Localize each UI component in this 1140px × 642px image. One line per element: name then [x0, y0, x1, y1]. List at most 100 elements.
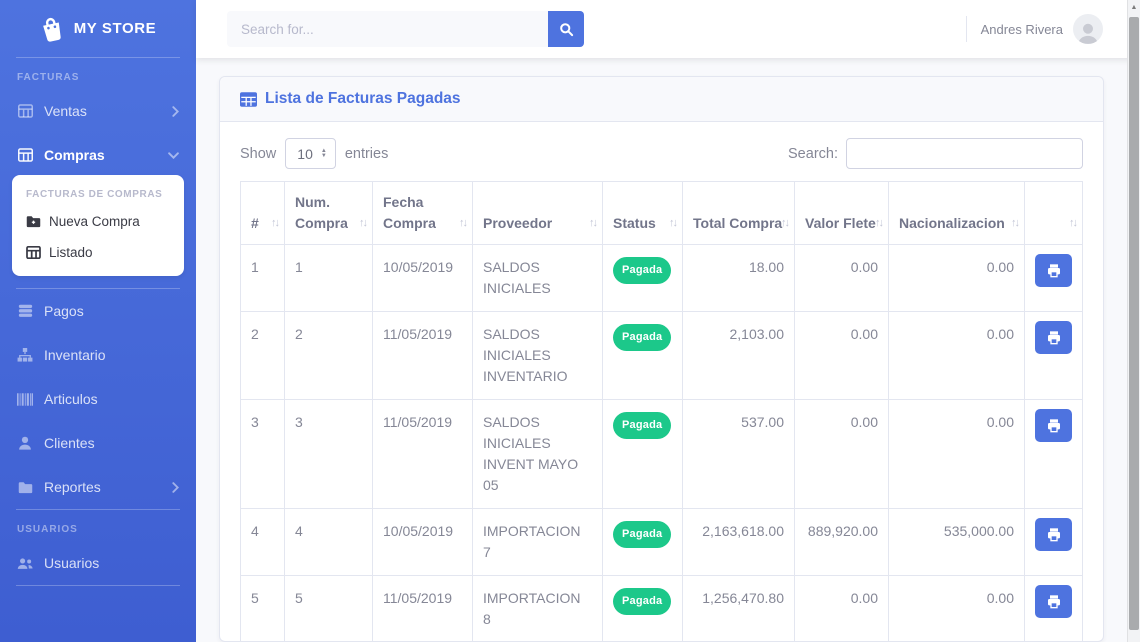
- column-header[interactable]: Valor Flete ↑↓: [794, 181, 889, 245]
- sidebar-item-compras[interactable]: Compras: [0, 133, 196, 177]
- sort-icon[interactable]: ↑↓: [589, 217, 598, 229]
- cell-num-compra: 4: [284, 508, 373, 576]
- cell-fecha-compra: 11/05/2019: [372, 311, 473, 400]
- sort-icon[interactable]: ↑↓: [1069, 217, 1078, 229]
- cell-total-compra: 537.00: [682, 399, 795, 509]
- column-header[interactable]: # ↑↓: [240, 181, 285, 245]
- cell-total-compra: 18.00: [682, 244, 795, 312]
- cell-proveedor: SALDOS INICIALES: [472, 244, 603, 312]
- cell-valor-flete: 0.00: [794, 244, 889, 312]
- chevron-down-icon: [168, 151, 179, 159]
- main-area: Andres Rivera Lista de Facturas Pagadas: [196, 0, 1140, 642]
- status-badge: Pagada: [613, 521, 672, 548]
- column-header[interactable]: ↑↓: [1024, 181, 1083, 245]
- cell-actions: [1024, 575, 1083, 642]
- user-menu[interactable]: Andres Rivera: [981, 14, 1103, 44]
- print-button[interactable]: [1035, 254, 1072, 287]
- sort-icon[interactable]: ↑↓: [459, 217, 468, 229]
- search-icon: [559, 22, 574, 37]
- table-icon: [17, 103, 33, 119]
- scrollbar-thumb[interactable]: [1129, 17, 1139, 630]
- sort-icon[interactable]: ↑↓: [669, 217, 678, 229]
- page-length-select[interactable]: 10 ▲ ▼: [285, 138, 336, 169]
- sort-icon[interactable]: ↑↓: [359, 217, 368, 229]
- column-header[interactable]: Nacionalizacion ↑↓: [888, 181, 1025, 245]
- table-row: 3 3 11/05/2019 SALDOS INICIALES INVENT M…: [240, 399, 1083, 509]
- brand-link[interactable]: MY STORE: [0, 0, 196, 57]
- column-header-label: Proveedor: [483, 215, 553, 231]
- cell-nacionalizacion: 0.00: [888, 244, 1025, 312]
- facturas-table: # ↑↓ Num. Compra ↑↓ Fecha Compra ↑↓ Prov…: [240, 181, 1083, 642]
- vertical-scrollbar[interactable]: ▲: [1127, 0, 1140, 642]
- status-badge: Pagada: [613, 412, 672, 439]
- sidebar-divider: [16, 288, 180, 289]
- sort-icon[interactable]: ↑↓: [271, 217, 280, 229]
- printer-icon: [1046, 330, 1062, 346]
- cell-num-compra: 3: [284, 399, 373, 509]
- topbar-search-input[interactable]: [227, 11, 548, 47]
- submenu-item-nueva-compra[interactable]: Nueva Compra: [12, 206, 184, 237]
- table-search-input[interactable]: [846, 138, 1083, 169]
- sidebar-item-reportes[interactable]: Reportes: [0, 465, 196, 509]
- cell-index: 2: [240, 311, 285, 400]
- cell-num-compra: 2: [284, 311, 373, 400]
- submenu-item-listado[interactable]: Listado: [12, 237, 184, 268]
- chevron-right-icon: [172, 105, 179, 117]
- cell-nacionalizacion: 0.00: [888, 575, 1025, 642]
- entries-label: entries: [344, 145, 389, 162]
- column-header[interactable]: Proveedor ↑↓: [472, 181, 603, 245]
- column-header-label: Num. Compra: [295, 194, 348, 231]
- sidebar-divider: [16, 57, 180, 58]
- cell-valor-flete: 889,920.00: [794, 508, 889, 576]
- sort-icon[interactable]: ↑↓: [1011, 217, 1020, 229]
- sidebar-item-usuarios[interactable]: Usuarios: [0, 541, 196, 585]
- cell-proveedor: IMPORTACION 8: [472, 575, 603, 642]
- page-content: Lista de Facturas Pagadas Show 10 ▲ ▼ ent…: [196, 58, 1140, 642]
- sidebar-item-inventario[interactable]: Inventario: [0, 333, 196, 377]
- table-icon: [17, 147, 33, 163]
- column-header[interactable]: Fecha Compra ↑↓: [372, 181, 473, 245]
- printer-icon: [1046, 418, 1062, 434]
- coins-icon: [17, 303, 33, 319]
- topbar-divider: [965, 16, 967, 42]
- users-icon: [17, 555, 33, 571]
- sidebar-item-pagos[interactable]: Pagos: [0, 289, 196, 333]
- submenu-item-label: Nueva Compra: [49, 214, 140, 229]
- card-header: Lista de Facturas Pagadas: [220, 77, 1103, 122]
- column-header[interactable]: Num. Compra ↑↓: [284, 181, 373, 245]
- avatar: [1073, 14, 1103, 44]
- cell-actions: [1024, 508, 1083, 576]
- table-search-control: Search:: [788, 138, 1083, 169]
- cell-index: 1: [240, 244, 285, 312]
- cell-fecha-compra: 11/05/2019: [372, 399, 473, 509]
- print-button[interactable]: [1035, 518, 1072, 551]
- sidebar-item-clientes[interactable]: Clientes: [0, 421, 196, 465]
- compras-submenu: FACTURAS DE COMPRAS Nueva Compra Listado: [12, 175, 184, 276]
- sidebar-item-articulos[interactable]: Articulos: [0, 377, 196, 421]
- user-icon: [17, 435, 33, 451]
- search-button[interactable]: [548, 11, 584, 47]
- cell-actions: [1024, 311, 1083, 400]
- cell-nacionalizacion: 0.00: [888, 311, 1025, 400]
- folder-plus-icon: [26, 215, 41, 229]
- sidebar-item-label: Usuarios: [44, 555, 100, 571]
- print-button[interactable]: [1035, 585, 1072, 618]
- column-header[interactable]: Status ↑↓: [602, 181, 683, 245]
- show-label: Show: [240, 145, 277, 162]
- brand-name: MY STORE: [73, 20, 157, 37]
- sort-icon[interactable]: ↑↓: [781, 217, 790, 229]
- sidebar-section-usuarios: USUARIOS: [17, 524, 78, 535]
- sidebar-item-ventas[interactable]: Ventas: [0, 89, 196, 133]
- sitemap-icon: [17, 347, 33, 363]
- printer-icon: [1046, 263, 1062, 279]
- topbar-search-form: [227, 11, 584, 47]
- scrollbar-up-arrow[interactable]: ▲: [1130, 4, 1138, 11]
- print-button[interactable]: [1035, 409, 1072, 442]
- print-button[interactable]: [1035, 321, 1072, 354]
- sort-icon[interactable]: ↑↓: [875, 217, 884, 229]
- column-header[interactable]: Total Compra ↑↓: [682, 181, 795, 245]
- topbar-user-area: Andres Rivera: [965, 14, 1103, 44]
- column-header-label: Nacionalizacion: [899, 215, 1005, 231]
- topbar: Andres Rivera: [196, 0, 1140, 58]
